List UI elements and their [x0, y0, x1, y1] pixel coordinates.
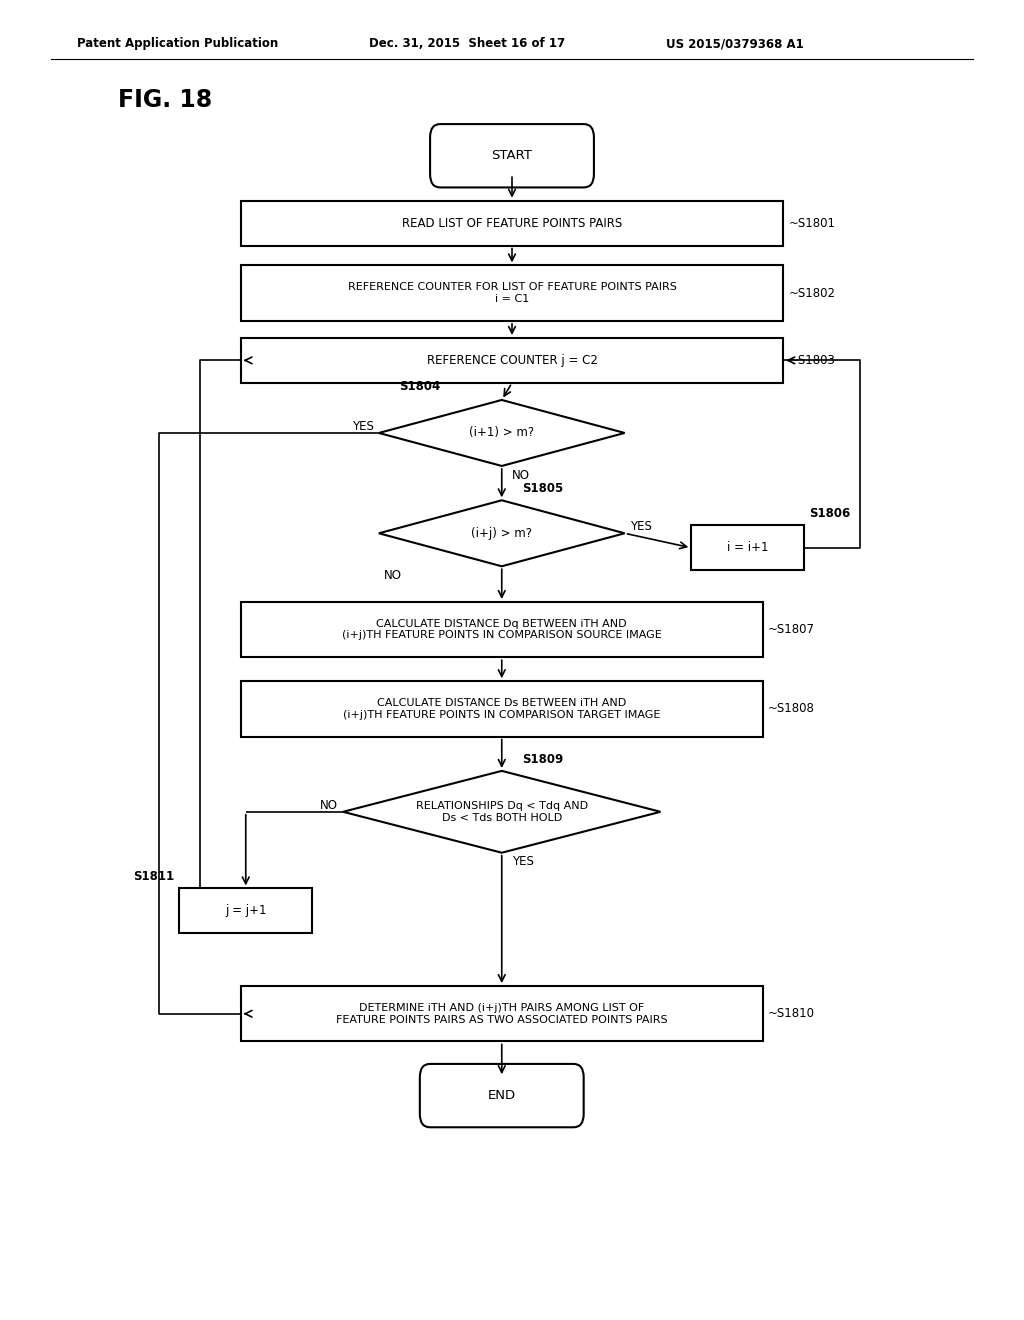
Polygon shape	[379, 500, 625, 566]
Text: FIG. 18: FIG. 18	[118, 88, 212, 112]
FancyBboxPatch shape	[420, 1064, 584, 1127]
Text: j = j+1: j = j+1	[225, 904, 266, 917]
Text: CALCULATE DISTANCE Dq BETWEEN iTH AND
(i+j)TH FEATURE POINTS IN COMPARISON SOURC: CALCULATE DISTANCE Dq BETWEEN iTH AND (i…	[342, 619, 662, 640]
Bar	[241, 986, 763, 1041]
Bar	[179, 888, 312, 933]
Text: ~S1807: ~S1807	[768, 623, 815, 636]
Text: ~S1803: ~S1803	[788, 354, 836, 367]
Text: CALCULATE DISTANCE Ds BETWEEN iTH AND
(i+j)TH FEATURE POINTS IN COMPARISON TARGE: CALCULATE DISTANCE Ds BETWEEN iTH AND (i…	[343, 698, 660, 719]
Text: S1804: S1804	[399, 380, 440, 393]
Text: END: END	[487, 1089, 516, 1102]
FancyBboxPatch shape	[430, 124, 594, 187]
Text: READ LIST OF FEATURE POINTS PAIRS: READ LIST OF FEATURE POINTS PAIRS	[401, 216, 623, 230]
Text: START: START	[492, 149, 532, 162]
Bar	[241, 681, 763, 737]
Text: REFERENCE COUNTER FOR LIST OF FEATURE POINTS PAIRS
i = C1: REFERENCE COUNTER FOR LIST OF FEATURE PO…	[347, 282, 677, 304]
Text: YES: YES	[630, 520, 651, 533]
Text: i = i+1: i = i+1	[727, 541, 768, 554]
Bar	[241, 201, 783, 246]
Text: YES: YES	[352, 420, 374, 433]
Polygon shape	[343, 771, 660, 853]
Text: ~S1808: ~S1808	[768, 702, 815, 715]
Bar	[691, 525, 804, 570]
Bar	[241, 265, 783, 321]
Text: (i+j) > m?: (i+j) > m?	[471, 527, 532, 540]
Text: NO: NO	[319, 799, 338, 812]
Text: NO: NO	[512, 469, 530, 482]
Bar	[241, 602, 763, 657]
Text: Patent Application Publication: Patent Application Publication	[77, 37, 279, 50]
Text: DETERMINE iTH AND (i+j)TH PAIRS AMONG LIST OF
FEATURE POINTS PAIRS AS TWO ASSOCI: DETERMINE iTH AND (i+j)TH PAIRS AMONG LI…	[336, 1003, 668, 1024]
Text: Dec. 31, 2015  Sheet 16 of 17: Dec. 31, 2015 Sheet 16 of 17	[369, 37, 565, 50]
Text: (i+1) > m?: (i+1) > m?	[469, 426, 535, 440]
Text: S1805: S1805	[522, 482, 563, 495]
Text: REFERENCE COUNTER j = C2: REFERENCE COUNTER j = C2	[427, 354, 597, 367]
Polygon shape	[379, 400, 625, 466]
Text: US 2015/0379368 A1: US 2015/0379368 A1	[666, 37, 804, 50]
Text: NO: NO	[384, 569, 402, 582]
Text: S1806: S1806	[809, 507, 850, 520]
Bar	[241, 338, 783, 383]
Text: RELATIONSHIPS Dq < Tdq AND
Ds < Tds BOTH HOLD: RELATIONSHIPS Dq < Tdq AND Ds < Tds BOTH…	[416, 801, 588, 822]
Text: S1811: S1811	[133, 870, 174, 883]
Text: ~S1810: ~S1810	[768, 1007, 815, 1020]
Text: YES: YES	[512, 855, 534, 869]
Text: ~S1802: ~S1802	[788, 286, 836, 300]
Text: ~S1801: ~S1801	[788, 216, 836, 230]
Text: S1809: S1809	[522, 752, 563, 766]
